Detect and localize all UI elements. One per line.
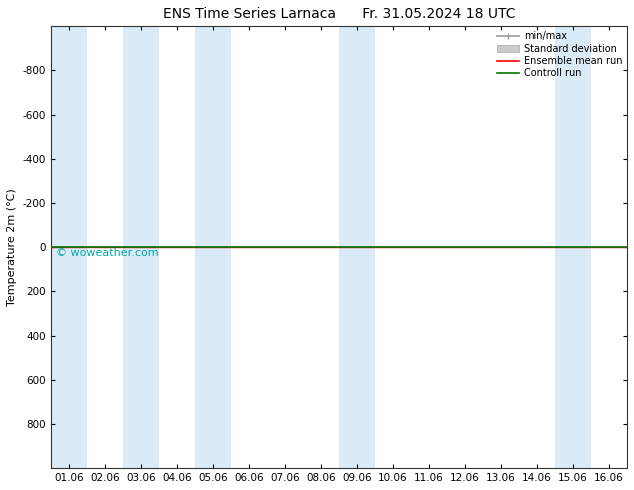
Bar	[339, 26, 375, 468]
Text: © woweather.com: © woweather.com	[56, 248, 159, 258]
Title: ENS Time Series Larnaca      Fr. 31.05.2024 18 UTC: ENS Time Series Larnaca Fr. 31.05.2024 1…	[163, 7, 515, 21]
Bar	[555, 26, 591, 468]
Bar	[195, 26, 231, 468]
Y-axis label: Temperature 2m (°C): Temperature 2m (°C)	[7, 188, 17, 306]
Bar	[123, 26, 158, 468]
Legend: min/max, Standard deviation, Ensemble mean run, Controll run: min/max, Standard deviation, Ensemble me…	[495, 28, 625, 81]
Bar	[51, 26, 87, 468]
